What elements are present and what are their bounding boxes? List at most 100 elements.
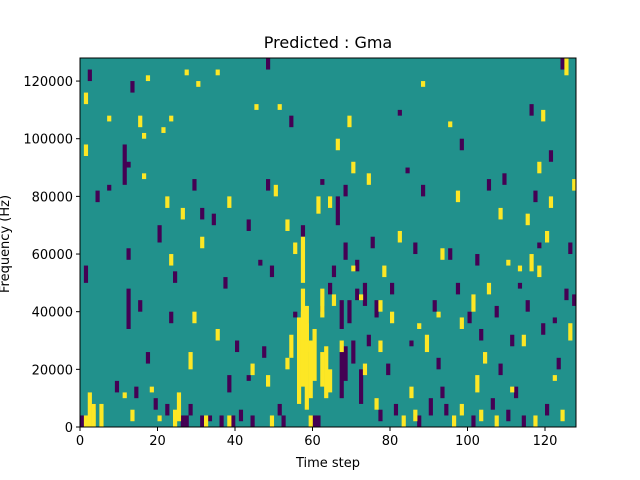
heatmap-cell-high — [130, 409, 135, 422]
heatmap-cell-low — [320, 179, 325, 185]
heatmap-cell-low — [537, 242, 542, 249]
heatmap-cell-high — [91, 403, 96, 427]
heatmap-cell-high — [83, 92, 89, 105]
heatmap-cell-low — [95, 190, 100, 203]
heatmap-cell-low — [258, 259, 263, 266]
x-tick-label: 120 — [533, 434, 558, 449]
heatmap-cell-low — [173, 271, 178, 283]
heatmap-cell-low — [107, 184, 112, 191]
heatmap-cell-high — [196, 81, 201, 87]
heatmap-cell-high — [421, 81, 426, 87]
heatmap-cell-low — [343, 184, 348, 197]
y-tick-label: 80000 — [32, 190, 73, 205]
heatmap-cell-low — [266, 179, 271, 191]
heatmap-cell-high — [320, 352, 325, 387]
heatmap-cell-low — [238, 409, 244, 422]
heatmap-cell-low — [444, 403, 449, 416]
heatmap-cell-high — [145, 75, 151, 82]
heatmap-cell-low — [393, 403, 399, 416]
heatmap-cell-low — [517, 282, 523, 289]
heatmap-cell-low — [409, 340, 414, 347]
heatmap-cell-low — [339, 300, 344, 329]
heatmap-cell-high — [362, 363, 368, 376]
heatmap-cell-high — [486, 282, 492, 295]
heatmap-cell-low — [114, 380, 120, 393]
heatmap-cell-high — [529, 254, 534, 272]
heatmap-cell-high — [378, 300, 383, 312]
heatmap-cell-high — [176, 392, 182, 422]
heatmap-cell-low — [269, 265, 275, 278]
heatmap-cell-high — [347, 115, 352, 128]
heatmap-cell-low — [138, 300, 143, 312]
heatmap-cell-low — [339, 352, 344, 399]
heatmap-cell-high — [289, 334, 294, 358]
heatmap-cell-high — [157, 415, 162, 422]
heatmap-cell-high — [227, 196, 232, 208]
heatmap-cell-low — [436, 357, 441, 370]
heatmap-cell-low — [184, 415, 189, 427]
x-tick-label: 100 — [455, 434, 480, 449]
y-tick-label: 20000 — [32, 363, 73, 378]
heatmap-cell-high — [331, 294, 337, 306]
heatmap-cell-low — [122, 144, 127, 185]
heatmap-cell-high — [397, 230, 402, 243]
heatmap-cell-low — [188, 403, 193, 416]
heatmap-cell-high — [390, 311, 395, 324]
heatmap-cell-low — [572, 294, 577, 306]
heatmap-cell-low — [250, 415, 255, 427]
heatmap-cell-high — [297, 317, 302, 404]
heatmap-cell-high — [533, 415, 538, 427]
heatmap-cell-high — [471, 294, 476, 312]
heatmap-cell-high — [448, 121, 453, 128]
heatmap-cell-low — [525, 300, 530, 312]
heatmap-cell-low — [289, 115, 294, 128]
heatmap-cell-low — [548, 150, 554, 162]
heatmap-cell-high — [277, 104, 282, 110]
y-tick-label: 0 — [65, 421, 73, 436]
x-tick-label: 0 — [76, 434, 84, 449]
heatmap-cell-high — [142, 173, 147, 180]
heatmap-cell-high — [440, 248, 445, 260]
heatmap-cell-low — [355, 288, 360, 301]
heatmap-cell-low — [300, 225, 306, 237]
heatmap-cell-low — [514, 386, 519, 399]
heatmap-cell-high — [215, 69, 220, 76]
heatmap-cell-high — [293, 242, 298, 255]
heatmap-cell-low — [281, 415, 286, 427]
heatmap-cell-high — [192, 311, 197, 324]
heatmap-cell-high — [455, 190, 461, 203]
heatmap-cell-high — [169, 115, 174, 122]
heatmap-cell-low — [180, 415, 185, 427]
heatmap-cell-high — [180, 207, 185, 220]
heatmap-cell-low — [126, 248, 131, 260]
heatmap-cell-low — [545, 403, 550, 416]
heatmap-cell-low — [490, 398, 495, 410]
heatmap-cell-low — [432, 300, 437, 312]
heatmap-cell-low — [200, 415, 205, 427]
heatmap-cell-high — [545, 230, 550, 243]
heatmap-cell-low — [533, 190, 538, 203]
heatmap-cell-low — [80, 415, 85, 427]
heatmap-cell-high — [184, 69, 189, 76]
heatmap-cell-high — [324, 346, 329, 399]
heatmap-cell-low — [510, 334, 515, 347]
heatmap-cell-high — [475, 375, 480, 393]
heatmap-cell-low — [467, 311, 472, 324]
heatmap-cell-low — [293, 311, 298, 318]
heatmap-cell-low — [87, 69, 92, 82]
y-tick-label: 100000 — [23, 133, 73, 148]
heatmap-cell-low — [529, 104, 534, 116]
heatmap-cell-high — [560, 409, 565, 422]
heatmap-cell-high — [149, 386, 154, 393]
heatmap-cell-low — [277, 403, 282, 416]
heatmap-cell-low — [494, 305, 499, 318]
heatmap-cell-high — [266, 375, 271, 387]
heatmap-cell-high — [335, 138, 340, 151]
heatmap-cell-low — [219, 415, 224, 427]
heatmap-cell-high — [339, 340, 344, 353]
y-tick-label: 40000 — [32, 306, 73, 321]
heatmap-cell-low — [560, 58, 565, 70]
heatmap-cell-high — [521, 334, 526, 347]
heatmap-cell-low — [316, 415, 321, 427]
heatmap-cell-low — [343, 346, 348, 381]
